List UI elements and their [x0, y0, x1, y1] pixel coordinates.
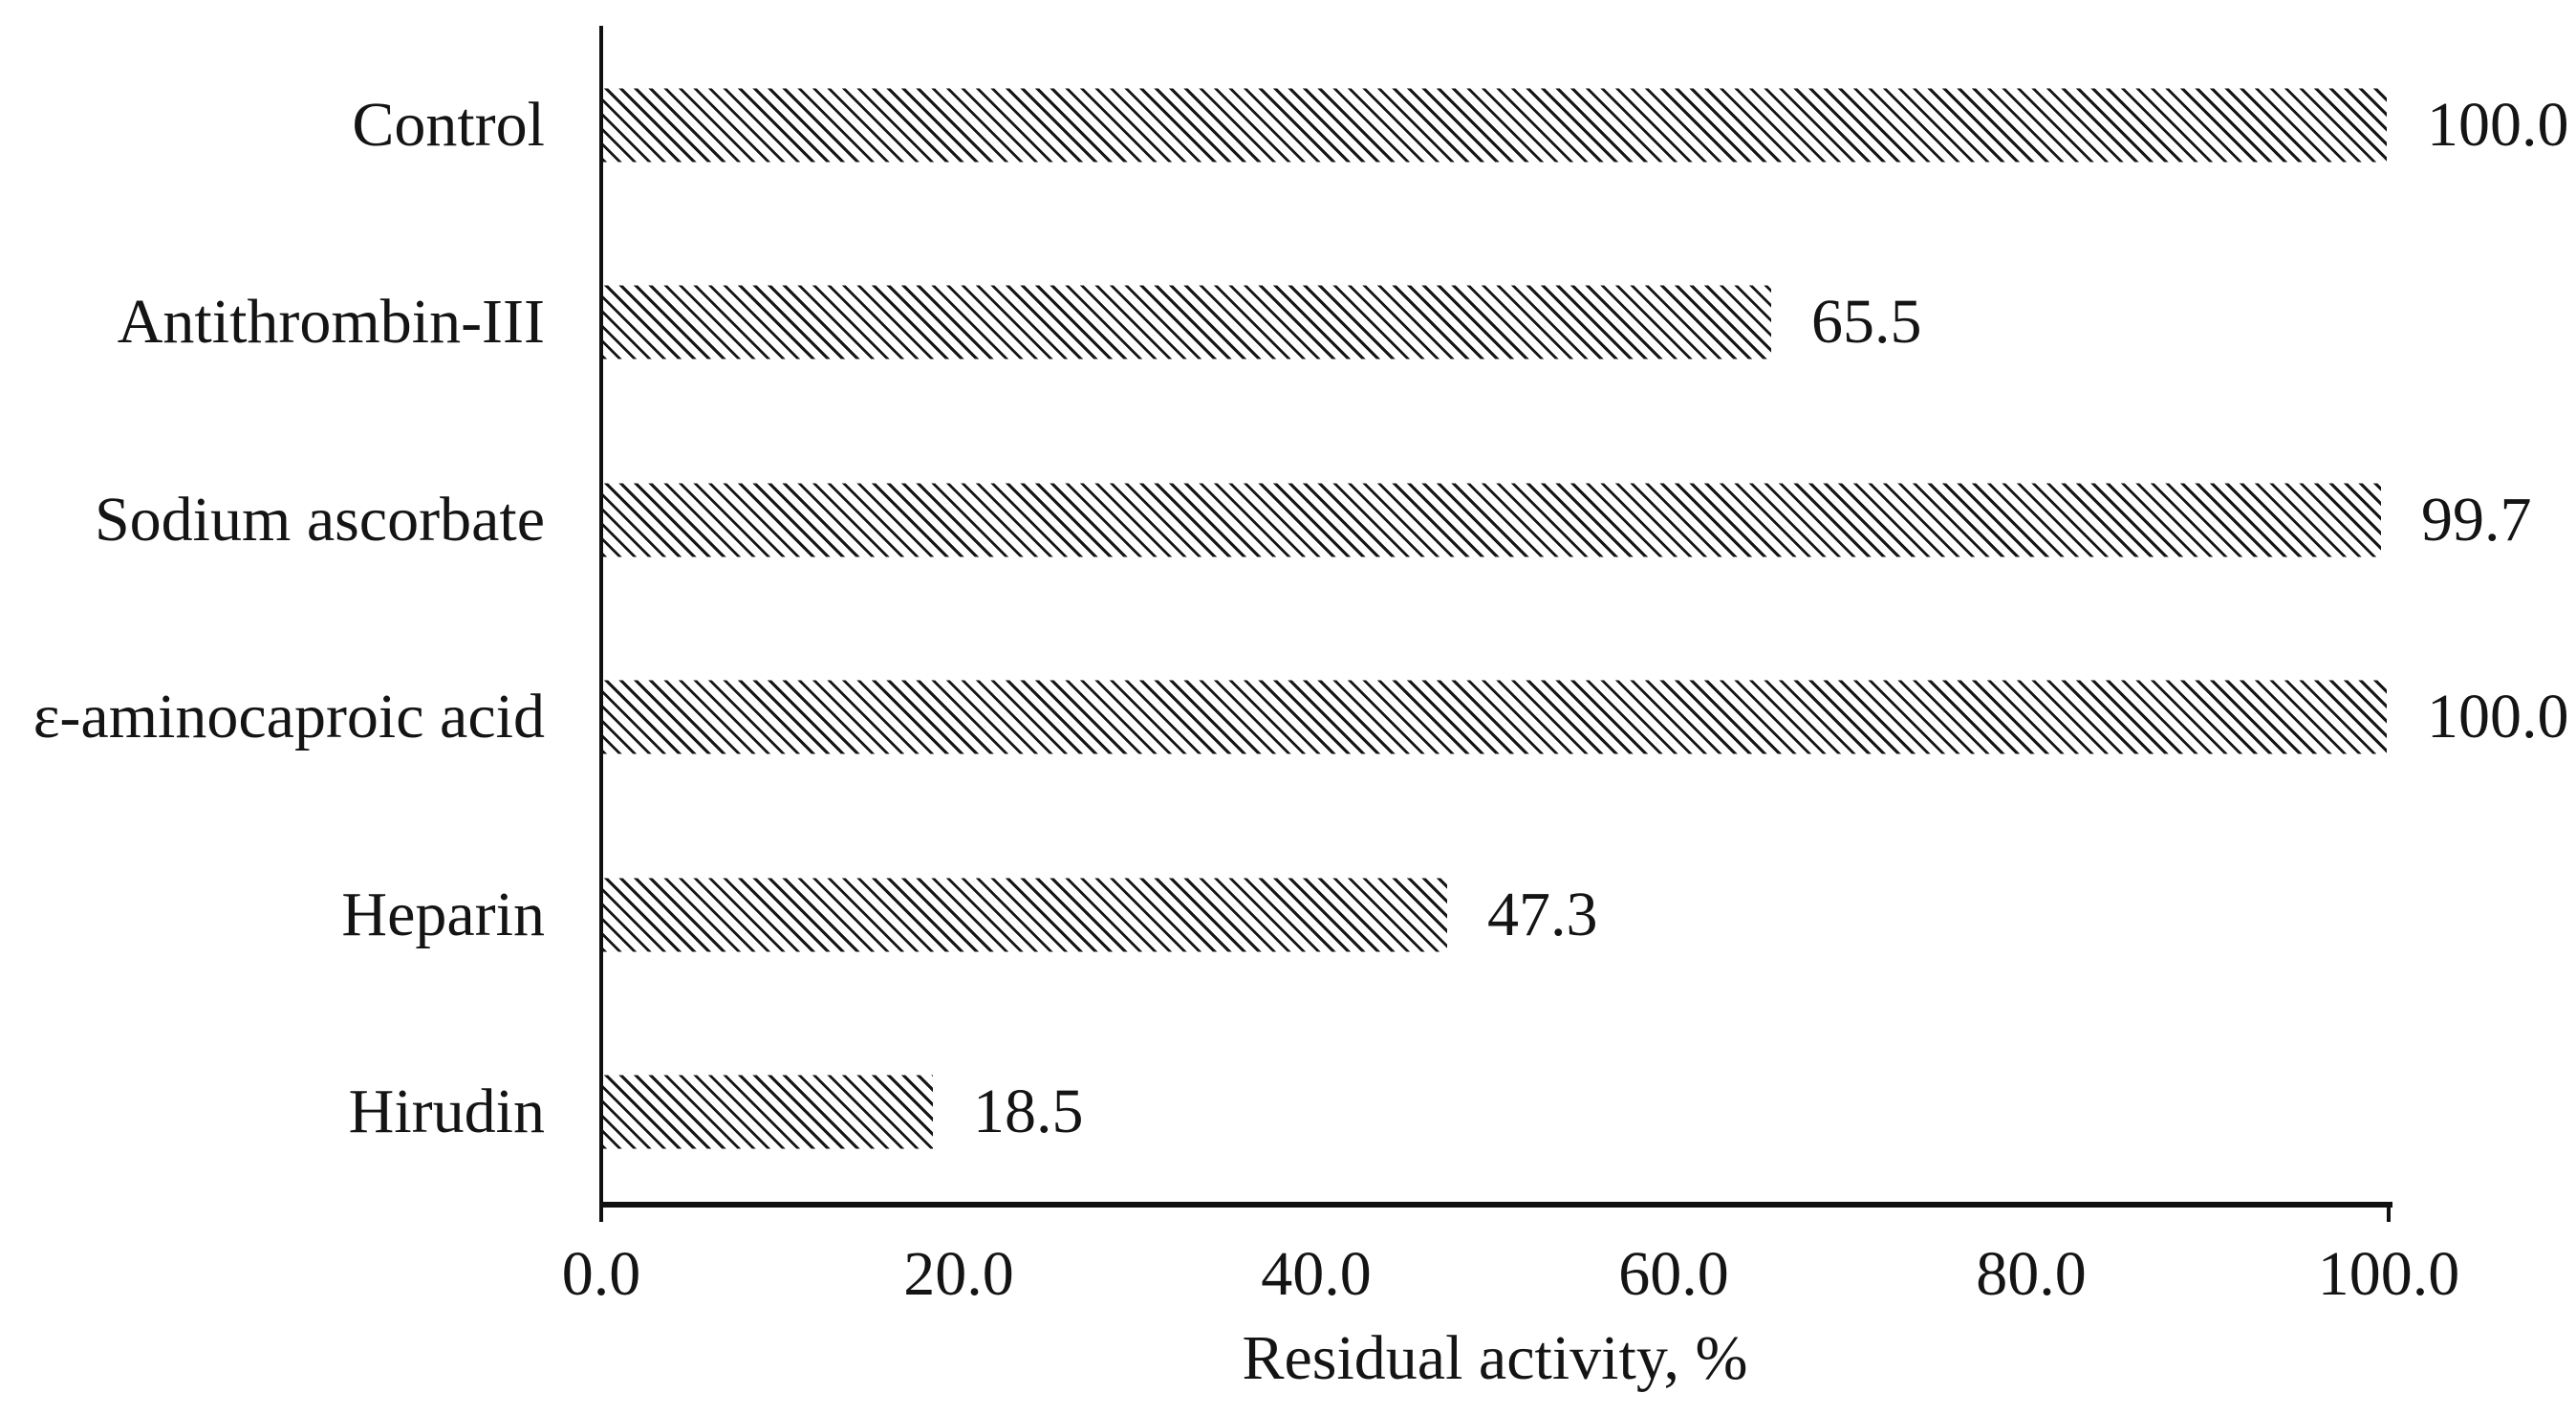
value-label: 100.0	[2427, 90, 2569, 160]
bar	[603, 1075, 933, 1149]
x-tick-label: 60.0	[1618, 1239, 1729, 1309]
x-axis-title: Residual activity, %	[1242, 1323, 1748, 1393]
x-axis-tick-100	[2387, 1208, 2391, 1222]
bar	[603, 680, 2387, 754]
category-label: Heparin	[341, 879, 545, 949]
value-label: 99.7	[2421, 484, 2532, 555]
value-label: 100.0	[2427, 682, 2569, 752]
bar	[603, 878, 1447, 952]
value-label: 18.5	[973, 1077, 1084, 1146]
category-label: Hirudin	[348, 1077, 545, 1146]
bar	[603, 483, 2381, 557]
x-tick-label: 20.0	[903, 1239, 1014, 1309]
category-label: ε-aminocaproic acid	[32, 682, 545, 752]
bar	[603, 88, 2387, 163]
x-axis-tick-0	[599, 1208, 603, 1222]
value-label: 65.5	[1811, 287, 1922, 358]
x-tick-label: 40.0	[1261, 1239, 1372, 1309]
x-tick-label: 0.0	[561, 1239, 641, 1309]
x-tick-label: 80.0	[1976, 1239, 2087, 1309]
value-label: 47.3	[1487, 879, 1598, 949]
category-label: Control	[352, 90, 545, 160]
category-label: Antithrombin-III	[117, 287, 545, 358]
category-label: Sodium ascorbate	[94, 484, 545, 555]
x-tick-label: 100.0	[2317, 1239, 2460, 1309]
y-axis-line	[599, 26, 603, 1208]
x-axis-line	[599, 1202, 2392, 1208]
bar	[603, 285, 1771, 359]
